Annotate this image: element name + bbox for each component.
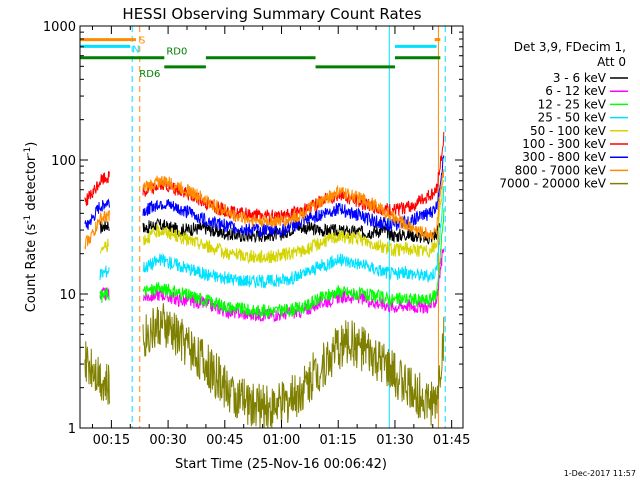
- y-axis-label-mid: detector: [24, 155, 39, 215]
- y-axis-label-end: ): [24, 142, 39, 147]
- series-0: [99, 217, 441, 245]
- legend-entry-7: 800 - 7000 keV: [515, 163, 607, 177]
- footer-date: 1-Dec-2017 11:57: [564, 469, 636, 478]
- series-8-segment-0: [84, 341, 110, 405]
- legend-header-line-1: Det 3,9, FDecim 1,: [514, 40, 626, 54]
- x-axis-label: Start Time (25-Nov-16 00:06:42): [175, 457, 387, 472]
- series-3-segment-0: [99, 265, 110, 281]
- series-6: [84, 155, 445, 238]
- series-4-segment-0: [99, 238, 110, 254]
- legend-entry-6: 300 - 800 keV: [522, 150, 606, 164]
- x-axis: 00:15 00:30 00:45 01:00 01:15 01:30 01:45: [91, 26, 470, 448]
- series-8-segment-1: [142, 303, 445, 429]
- series-5: [84, 131, 445, 224]
- series-2-segment-1: [142, 208, 445, 320]
- legend-header-line-2: Att 0: [597, 55, 626, 69]
- legend-entry-3: 25 - 50 keV: [538, 111, 607, 125]
- x-tick-label-5: 01:30: [376, 433, 413, 448]
- plot-area: SN RD0 RD6: [79, 26, 446, 429]
- x-tick-label-1: 00:30: [149, 433, 186, 448]
- series-4: [99, 179, 445, 265]
- series-7-segment-0: [84, 210, 110, 250]
- y-axis: 1 10 100 1000: [43, 20, 463, 437]
- series-7-segment-1: [142, 169, 445, 241]
- marker-label-2: RD0: [166, 47, 187, 58]
- x-tick-label-2: 00:45: [206, 433, 243, 448]
- x-tick-label-0: 00:15: [93, 433, 130, 448]
- series-6-segment-0: [84, 198, 110, 230]
- legend-entry-8: 7000 - 20000 keV: [499, 177, 606, 191]
- x-tick-label-6: 01:45: [433, 433, 470, 448]
- y-tick-label-2: 100: [51, 154, 76, 169]
- series-4-segment-1: [142, 179, 445, 265]
- x-tick-label-4: 01:15: [319, 433, 356, 448]
- chart-title: HESSI Observing Summary Count Rates: [122, 5, 421, 23]
- legend-entry-5: 100 - 300 keV: [522, 137, 606, 151]
- y-axis-label-sup2: -1: [23, 147, 33, 156]
- x-tick-label-3: 01:00: [263, 433, 300, 448]
- legend-entry-4: 50 - 100 keV: [530, 124, 607, 138]
- series-5-segment-0: [84, 171, 110, 207]
- y-tick-label-3: 1000: [43, 20, 76, 35]
- series-3-segment-1: [142, 186, 445, 289]
- legend-entry-0: 3 - 6 keV: [553, 71, 607, 85]
- y-tick-label-1: 10: [59, 288, 76, 303]
- marker-label-0: S: [139, 36, 145, 47]
- legend-entry-2: 12 - 25 keV: [538, 97, 607, 111]
- y-tick-label-0: 1: [68, 422, 76, 437]
- y-axis-label: Count Rate (s-1 detector-1): [23, 142, 39, 313]
- marker-label-1: N: [132, 44, 139, 55]
- marker-label-3: RD6: [139, 69, 160, 80]
- series-0-segment-1: [142, 217, 441, 245]
- series-0-segment-0: [99, 219, 110, 234]
- plot-frame: [79, 25, 464, 429]
- y-axis-label-main: Count Rate (s: [24, 224, 39, 313]
- series-8: [84, 303, 445, 429]
- series-7: [84, 169, 445, 250]
- series-2: [99, 208, 445, 320]
- series-2-segment-0: [99, 287, 110, 303]
- y-axis-label-sup1: -1: [23, 215, 33, 224]
- legend-entry-1: 6 - 12 keV: [545, 84, 607, 98]
- series-3: [99, 186, 445, 289]
- series-6-segment-1: [142, 155, 445, 238]
